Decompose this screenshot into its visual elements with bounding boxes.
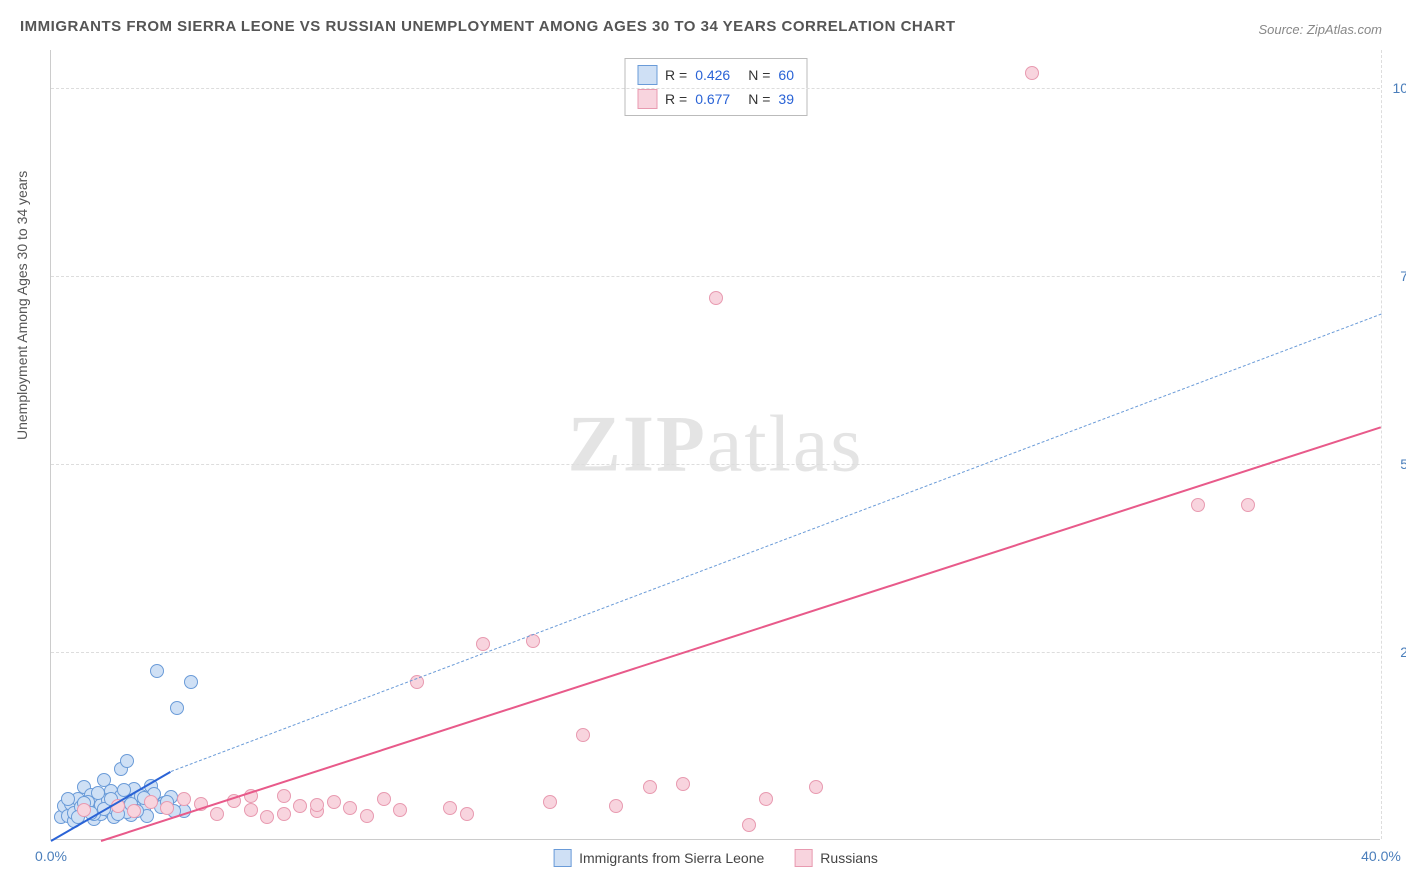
data-point	[61, 792, 75, 806]
chart-title: IMMIGRANTS FROM SIERRA LEONE VS RUSSIAN …	[20, 18, 956, 35]
y-tick-label: 75.0%	[1385, 268, 1406, 284]
stat-n-value: 60	[778, 67, 794, 83]
data-point	[460, 807, 474, 821]
stat-n-value: 39	[778, 91, 794, 107]
data-point	[609, 799, 623, 813]
gridline-v	[1381, 50, 1382, 839]
data-point	[170, 701, 184, 715]
watermark-light: atlas	[707, 400, 864, 488]
watermark: ZIPatlas	[568, 399, 864, 490]
stat-n-label: N =	[748, 91, 770, 107]
series-legend: Immigrants from Sierra Leone Russians	[553, 849, 878, 867]
data-point	[709, 291, 723, 305]
y-tick-label: 50.0%	[1385, 456, 1406, 472]
data-point	[160, 801, 174, 815]
trend-line	[101, 426, 1382, 842]
stats-row: R = 0.426 N = 60	[637, 63, 794, 87]
data-point	[360, 809, 374, 823]
data-point	[809, 780, 823, 794]
data-point	[293, 799, 307, 813]
legend-item: Russians	[794, 849, 878, 867]
data-point	[742, 818, 756, 832]
data-point	[150, 664, 164, 678]
gridline-h	[51, 88, 1380, 89]
data-point	[120, 754, 134, 768]
data-point	[77, 803, 91, 817]
stat-r-label: R =	[665, 67, 687, 83]
data-point	[91, 786, 105, 800]
data-point	[277, 789, 291, 803]
y-tick-label: 25.0%	[1385, 644, 1406, 660]
data-point	[543, 795, 557, 809]
legend-label: Immigrants from Sierra Leone	[579, 850, 764, 866]
legend-swatch	[637, 65, 657, 85]
data-point	[759, 792, 773, 806]
stats-row: R = 0.677 N = 39	[637, 87, 794, 111]
data-point	[476, 637, 490, 651]
data-point	[643, 780, 657, 794]
data-point	[1241, 498, 1255, 512]
stat-r-value: 0.426	[695, 67, 730, 83]
source-attribution: Source: ZipAtlas.com	[1258, 22, 1382, 37]
data-point	[260, 810, 274, 824]
legend-item: Immigrants from Sierra Leone	[553, 849, 764, 867]
data-point	[1025, 66, 1039, 80]
data-point	[327, 795, 341, 809]
stat-n-label: N =	[748, 67, 770, 83]
data-point	[277, 807, 291, 821]
data-point	[177, 792, 191, 806]
data-point	[343, 801, 357, 815]
watermark-bold: ZIP	[568, 400, 707, 488]
stat-r-label: R =	[665, 91, 687, 107]
y-tick-label: 100.0%	[1385, 80, 1406, 96]
stat-r-value: 0.677	[695, 91, 730, 107]
legend-swatch	[794, 849, 812, 867]
scatter-plot-area: ZIPatlas R =0.426N =60R =0.677N =39 Immi…	[50, 50, 1380, 840]
data-point	[576, 728, 590, 742]
gridline-h	[51, 464, 1380, 465]
legend-swatch	[553, 849, 571, 867]
data-point	[310, 798, 324, 812]
data-point	[210, 807, 224, 821]
data-point	[443, 801, 457, 815]
legend-label: Russians	[820, 850, 878, 866]
gridline-h	[51, 652, 1380, 653]
trend-line	[171, 313, 1382, 771]
legend-swatch	[637, 89, 657, 109]
data-point	[127, 804, 141, 818]
data-point	[184, 675, 198, 689]
data-point	[393, 803, 407, 817]
data-point	[1191, 498, 1205, 512]
data-point	[244, 803, 258, 817]
y-axis-label: Unemployment Among Ages 30 to 34 years	[14, 171, 30, 440]
data-point	[676, 777, 690, 791]
x-tick-label: 40.0%	[1361, 848, 1401, 864]
data-point	[377, 792, 391, 806]
x-tick-label: 0.0%	[35, 848, 67, 864]
gridline-h	[51, 276, 1380, 277]
data-point	[144, 795, 158, 809]
